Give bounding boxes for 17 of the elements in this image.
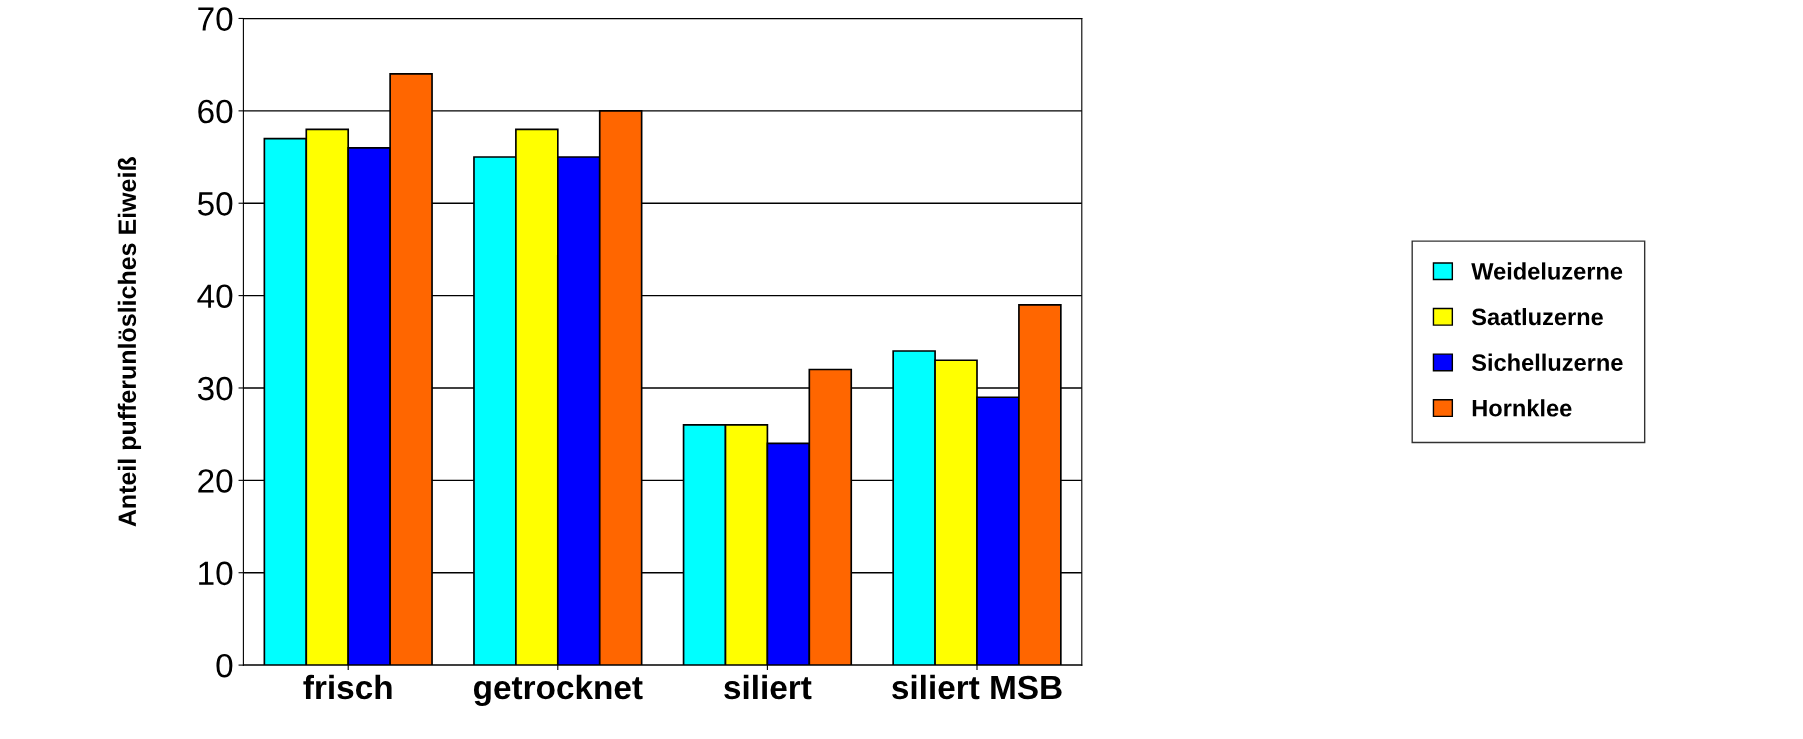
y-tick-label: 40 — [197, 284, 233, 309]
y-tick-label: 20 — [198, 469, 233, 493]
y-axis-title: Anteil pufferunlösliches Eiweiß — [117, 157, 142, 527]
y-tick-label: 70 — [198, 7, 233, 31]
x-tick-label: siliert MSB — [892, 674, 1062, 700]
x-tick-label: siliert — [724, 674, 812, 700]
y-tick-label: 0 — [216, 653, 233, 678]
legend-label: Weideluzerne — [1471, 262, 1623, 280]
y-tick-label: 50 — [197, 192, 233, 216]
x-tick-label: getrocknet — [473, 674, 643, 707]
x-tick-label: frisch — [303, 674, 392, 700]
legend-label: Hornklee — [1472, 399, 1572, 417]
legend-label: Sichelluzerne — [1471, 353, 1623, 371]
y-tick-label: 10 — [199, 561, 233, 586]
y-tick-label: 30 — [197, 376, 233, 401]
y-tick-label: 60 — [198, 99, 233, 124]
legend-label: Saatluzerne — [1471, 307, 1603, 326]
